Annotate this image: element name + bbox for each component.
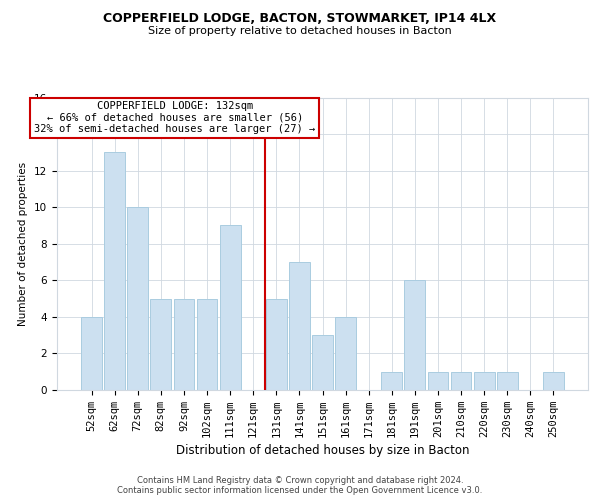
Bar	[335, 317, 356, 390]
Text: Contains HM Land Registry data © Crown copyright and database right 2024.: Contains HM Land Registry data © Crown c…	[137, 476, 463, 485]
Bar	[451, 372, 472, 390]
Bar	[266, 298, 287, 390]
Bar	[127, 207, 148, 390]
Bar	[404, 280, 425, 390]
X-axis label: Distribution of detached houses by size in Bacton: Distribution of detached houses by size …	[176, 444, 469, 457]
Bar	[428, 372, 448, 390]
Y-axis label: Number of detached properties: Number of detached properties	[19, 162, 28, 326]
Bar	[543, 372, 564, 390]
Text: Contains public sector information licensed under the Open Government Licence v3: Contains public sector information licen…	[118, 486, 482, 495]
Bar	[173, 298, 194, 390]
Bar	[104, 152, 125, 390]
Bar	[382, 372, 402, 390]
Bar	[474, 372, 494, 390]
Bar	[312, 335, 333, 390]
Bar	[289, 262, 310, 390]
Bar	[220, 226, 241, 390]
Text: COPPERFIELD LODGE, BACTON, STOWMARKET, IP14 4LX: COPPERFIELD LODGE, BACTON, STOWMARKET, I…	[103, 12, 497, 26]
Bar	[497, 372, 518, 390]
Bar	[151, 298, 171, 390]
Bar	[81, 317, 102, 390]
Text: COPPERFIELD LODGE: 132sqm
← 66% of detached houses are smaller (56)
32% of semi-: COPPERFIELD LODGE: 132sqm ← 66% of detac…	[34, 101, 316, 134]
Bar	[197, 298, 217, 390]
Text: Size of property relative to detached houses in Bacton: Size of property relative to detached ho…	[148, 26, 452, 36]
